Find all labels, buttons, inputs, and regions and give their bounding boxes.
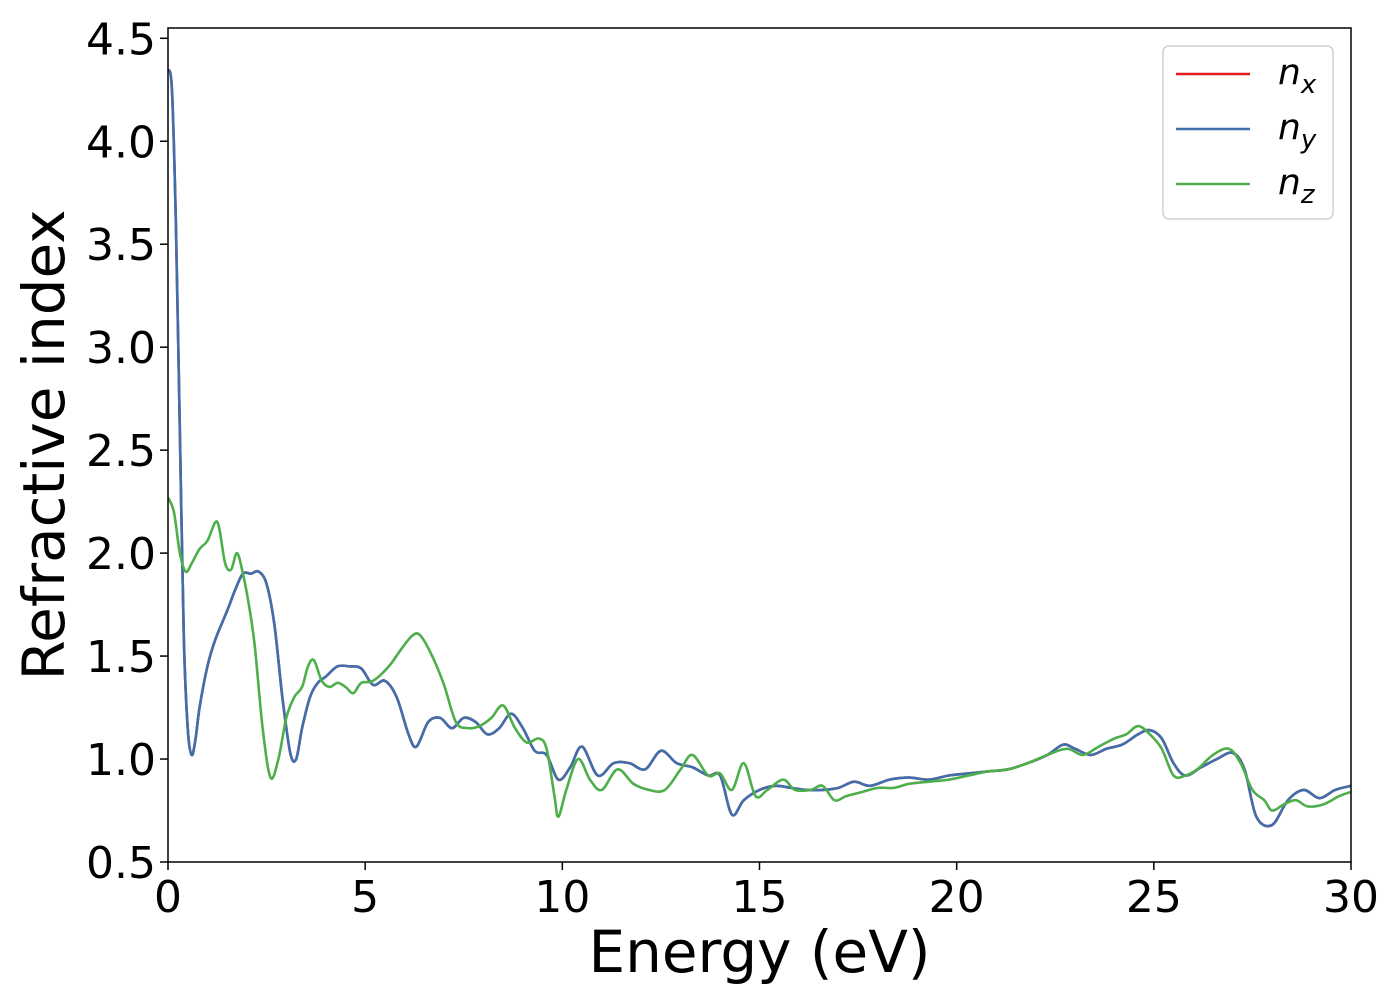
y-tick-label: 1.0 [86, 735, 156, 786]
plot-lines [168, 68, 1351, 828]
x-tick-label: 30 [1323, 872, 1379, 923]
legend-label-z: nz [1278, 162, 1316, 210]
x-tick-label: 25 [1126, 872, 1182, 923]
legend-box [1162, 45, 1334, 220]
y-axis-title: Refractive index [10, 209, 78, 680]
y-tick-label: 3.0 [86, 323, 156, 374]
y-tick-label: 4.0 [86, 117, 156, 168]
legend-label-x: nx [1278, 52, 1317, 100]
x-tick-label: 5 [351, 872, 379, 923]
y-tick-label: 2.0 [86, 529, 156, 580]
x-tick-label: 10 [534, 872, 590, 923]
x-tick-label: 20 [929, 872, 985, 923]
y-tick-label: 1.5 [86, 632, 156, 683]
y-tick-label: 2.5 [86, 426, 156, 477]
y-axis-ticks: 0.5 1.0 1.5 2.0 2.5 3.0 3.5 4.0 4.5 [86, 14, 168, 889]
x-tick-label: 0 [154, 872, 182, 923]
x-axis-ticks: 0 5 10 15 20 25 30 [154, 862, 1379, 923]
x-axis-title: Energy (eV) [588, 918, 930, 986]
y-tick-label: 4.5 [86, 14, 156, 65]
x-tick-label: 15 [732, 872, 788, 923]
series-line-z [168, 496, 1351, 819]
y-tick-label: 0.5 [86, 838, 156, 889]
y-tick-label: 3.5 [86, 220, 156, 271]
series-line-y [168, 68, 1351, 828]
legend-label-y: ny [1278, 107, 1317, 155]
legend: nx ny nz [1162, 45, 1334, 220]
